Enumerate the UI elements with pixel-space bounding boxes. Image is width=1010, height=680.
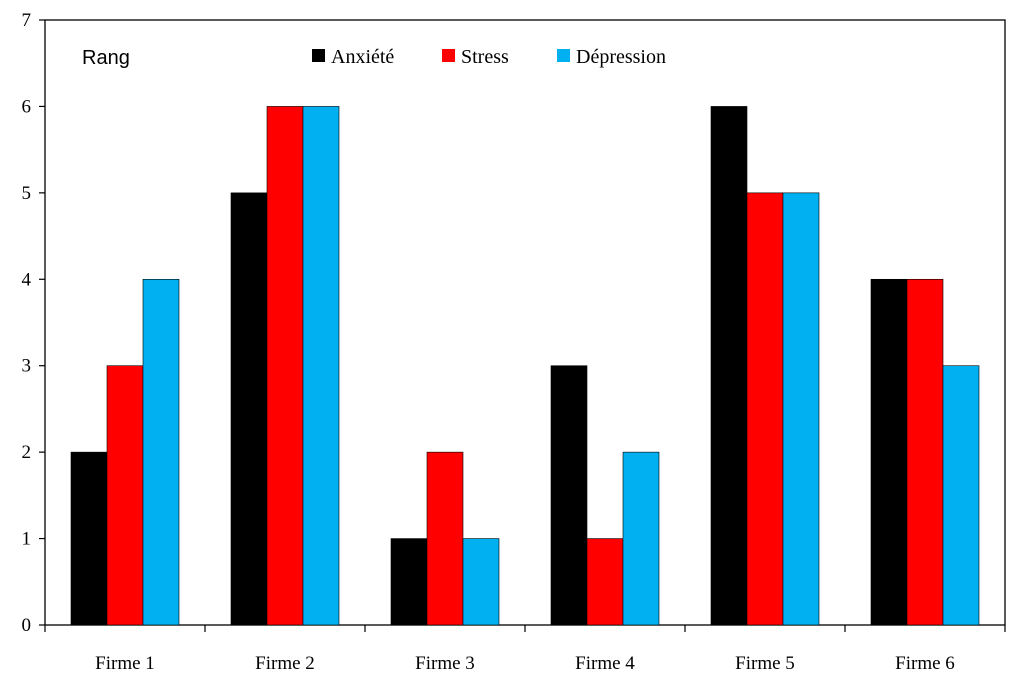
legend-swatch — [557, 49, 570, 62]
bar-depression — [462, 538, 500, 626]
bar-anxiete — [710, 106, 748, 626]
bar-stress — [586, 538, 624, 626]
axes-layer — [39, 19, 1006, 632]
x-category-label: Firme 3 — [415, 653, 475, 674]
plot-frame — [44, 19, 1006, 626]
bar-anxiete — [870, 278, 908, 626]
bar-stress — [106, 365, 144, 626]
y-axis-label: Rang — [82, 47, 130, 69]
bar-stress — [746, 192, 784, 626]
legend: Anxiété Stress Dépression — [312, 46, 666, 68]
y-tick-label: 2 — [22, 442, 32, 463]
bar-depression — [622, 451, 660, 626]
bar-stress — [266, 106, 304, 626]
bar-anxiete — [70, 451, 108, 626]
y-tick-label: 5 — [22, 183, 32, 204]
y-tick-label: 7 — [22, 10, 32, 31]
bar-anxiete — [550, 365, 588, 626]
x-category-label: Firme 2 — [255, 653, 315, 674]
legend-label: Stress — [461, 46, 509, 68]
y-tick-label: 6 — [22, 96, 32, 117]
legend-swatch — [442, 49, 455, 62]
x-category-label: Firme 4 — [575, 653, 635, 674]
bar-depression — [302, 106, 340, 626]
bar-depression — [942, 365, 980, 626]
bar-anxiete — [230, 192, 268, 626]
x-category-label: Firme 6 — [895, 653, 955, 674]
y-tick-label: 4 — [22, 269, 32, 290]
legend-swatch — [312, 49, 325, 62]
y-tick-label: 3 — [22, 356, 32, 377]
x-category-label: Firme 5 — [735, 653, 795, 674]
bars-layer — [70, 106, 980, 626]
labels-layer: 0 1 2 3 4 5 6 7 Firme 1 Firme 2 Firme 3 Firme 4 Firm… — [22, 10, 955, 674]
y-tick-label: 0 — [22, 615, 32, 636]
y-tick-label: 1 — [22, 529, 32, 550]
bar-anxiete — [390, 538, 428, 626]
bar-stress — [426, 451, 464, 626]
legend-label: Dépression — [576, 46, 666, 68]
bar-depression — [782, 192, 820, 626]
bar-stress — [906, 278, 944, 626]
legend-label: Anxiété — [331, 46, 394, 68]
x-category-label: Firme 1 — [95, 653, 155, 674]
bar-depression — [142, 278, 180, 626]
